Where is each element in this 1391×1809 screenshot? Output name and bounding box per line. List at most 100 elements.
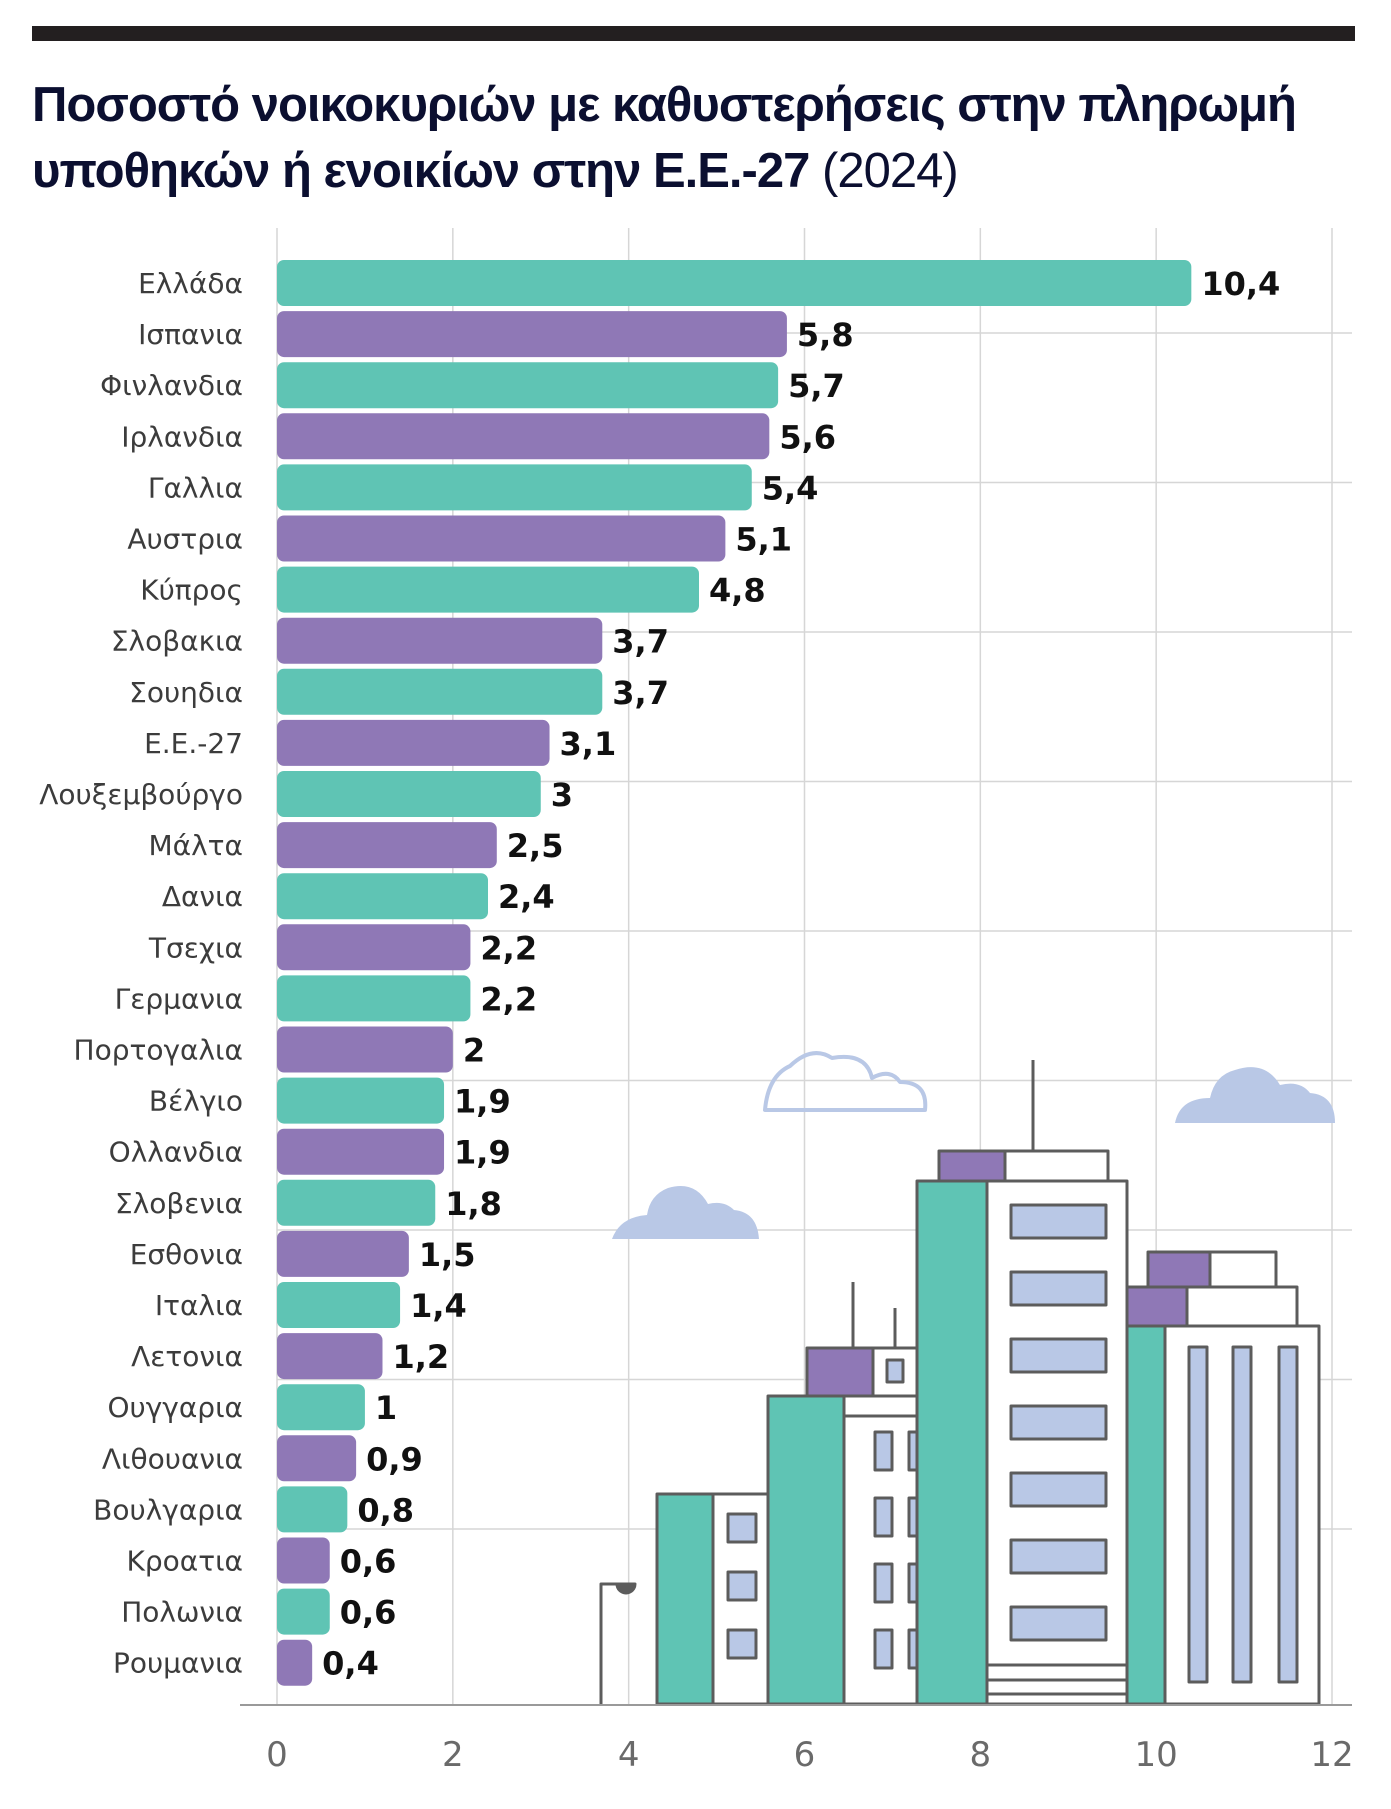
city-illustration: [599, 1051, 1335, 1706]
bar-16: [277, 1026, 453, 1073]
value-label: 3,7: [612, 623, 669, 661]
top-rule: [32, 26, 1355, 41]
category-label: Ρουμανια: [113, 1647, 243, 1680]
bar-10: [277, 719, 550, 766]
bar-26: [277, 1537, 330, 1584]
value-label: 2: [463, 1032, 485, 1070]
bar-5: [277, 464, 752, 511]
category-label: Μάλτα: [149, 829, 244, 862]
bar-21: [277, 1282, 401, 1328]
category-label: Γαλλια: [148, 471, 243, 504]
cloud-filled-right: [1175, 1067, 1335, 1123]
category-label: Σλοβενια: [115, 1187, 243, 1220]
bar-13: [277, 873, 488, 920]
bar-7: [277, 566, 699, 613]
category-label: Λουξεμβούργο: [39, 778, 243, 811]
value-label: 2,4: [498, 878, 555, 916]
category-label: Βουλγαρια: [93, 1493, 243, 1526]
category-label: Εσθονια: [130, 1238, 243, 1271]
category-label: Κροατια: [126, 1545, 243, 1578]
bar-23: [277, 1384, 365, 1431]
value-label: 0,9: [366, 1440, 423, 1478]
category-label: Κύπρος: [140, 574, 243, 607]
bar-14: [277, 924, 471, 971]
bar-27: [277, 1588, 330, 1635]
bar-9: [277, 668, 603, 715]
value-label: 0,6: [340, 1594, 397, 1632]
value-label: 3,1: [560, 725, 617, 763]
x-tick-label: 10: [1135, 1735, 1178, 1775]
x-tick-label: 12: [1310, 1735, 1353, 1775]
value-label: 0,6: [340, 1543, 397, 1581]
bar-22: [277, 1333, 383, 1380]
value-label: 3: [551, 776, 573, 814]
chart-title-year: (2024): [822, 144, 959, 198]
value-label: 2,2: [480, 929, 537, 967]
value-label: 1: [375, 1389, 397, 1427]
value-label: 1,9: [454, 1083, 511, 1121]
category-label: Σλοβακια: [111, 625, 243, 658]
category-label: Δανια: [162, 880, 243, 913]
bar-17: [277, 1077, 445, 1124]
value-label: 5,4: [762, 469, 819, 507]
value-label: 3,7: [612, 674, 669, 712]
bar-1: [277, 260, 1192, 306]
bar-11: [277, 771, 541, 817]
category-label: Ολλανδια: [109, 1136, 243, 1169]
category-label: Λετονια: [131, 1340, 243, 1373]
category-label: Ιρλανδια: [121, 420, 243, 453]
chart-title-main: Ποσοστό νοικοκυριών με καθυστερήσεις στη…: [32, 78, 1297, 198]
category-label: Σουηδια: [129, 676, 243, 709]
street-lamp: [599, 1582, 621, 1705]
category-label: Αυστρια: [127, 523, 243, 556]
x-tick-label: 8: [970, 1735, 992, 1775]
cloud-outline: [763, 1051, 928, 1112]
bar-12: [277, 822, 497, 869]
bar-8: [277, 617, 603, 664]
value-label: 5,1: [735, 521, 792, 559]
value-label: 2,5: [507, 827, 564, 865]
category-label: Πορτογαλια: [74, 1034, 243, 1067]
category-label: Βέλγιο: [149, 1085, 243, 1118]
bar-6: [277, 515, 726, 562]
value-label: 0,8: [357, 1491, 414, 1529]
value-label: 0,4: [322, 1645, 379, 1683]
bar-20: [277, 1230, 409, 1277]
bar-25: [277, 1486, 348, 1533]
category-label: Φινλανδια: [100, 369, 243, 402]
bar-4: [277, 413, 770, 460]
value-label: 1,5: [419, 1236, 476, 1274]
category-label: Γερμανια: [115, 982, 243, 1015]
category-label: Ιταλια: [155, 1289, 243, 1322]
x-tick-label: 6: [794, 1735, 816, 1775]
x-axis: 0 2 4 6 8 10 12: [240, 1704, 1354, 1775]
value-label: 4,8: [709, 572, 766, 610]
value-label: 5,8: [797, 316, 854, 354]
category-label: Ουγγαρια: [107, 1391, 243, 1424]
bar-19: [277, 1179, 436, 1226]
value-label: 1,9: [454, 1134, 511, 1172]
category-label: Λιθουανια: [102, 1442, 243, 1475]
value-label: 5,7: [788, 367, 845, 405]
x-tick-label: 0: [266, 1735, 288, 1775]
bar-28: [277, 1639, 313, 1686]
category-label: Πολωνια: [121, 1596, 243, 1629]
bar-2: [277, 311, 787, 358]
category-label: Ισπανια: [138, 318, 243, 351]
category-label: Ελλάδα: [138, 267, 243, 300]
category-label: Ε.Ε.-27: [144, 727, 243, 760]
cloud-filled-left: [612, 1186, 759, 1239]
x-tick-label: 2: [442, 1735, 464, 1775]
bar-18: [277, 1128, 445, 1175]
value-label: 1,4: [410, 1287, 467, 1325]
bar-24: [277, 1435, 357, 1482]
bar-3: [277, 362, 779, 409]
value-label: 1,2: [393, 1338, 450, 1376]
bar-15: [277, 975, 471, 1022]
value-label: 2,2: [480, 980, 537, 1018]
value-label: 1,8: [445, 1185, 502, 1223]
category-label: Τσεχια: [148, 931, 243, 964]
value-label: 10,4: [1201, 265, 1280, 303]
x-tick-label: 4: [618, 1735, 640, 1775]
